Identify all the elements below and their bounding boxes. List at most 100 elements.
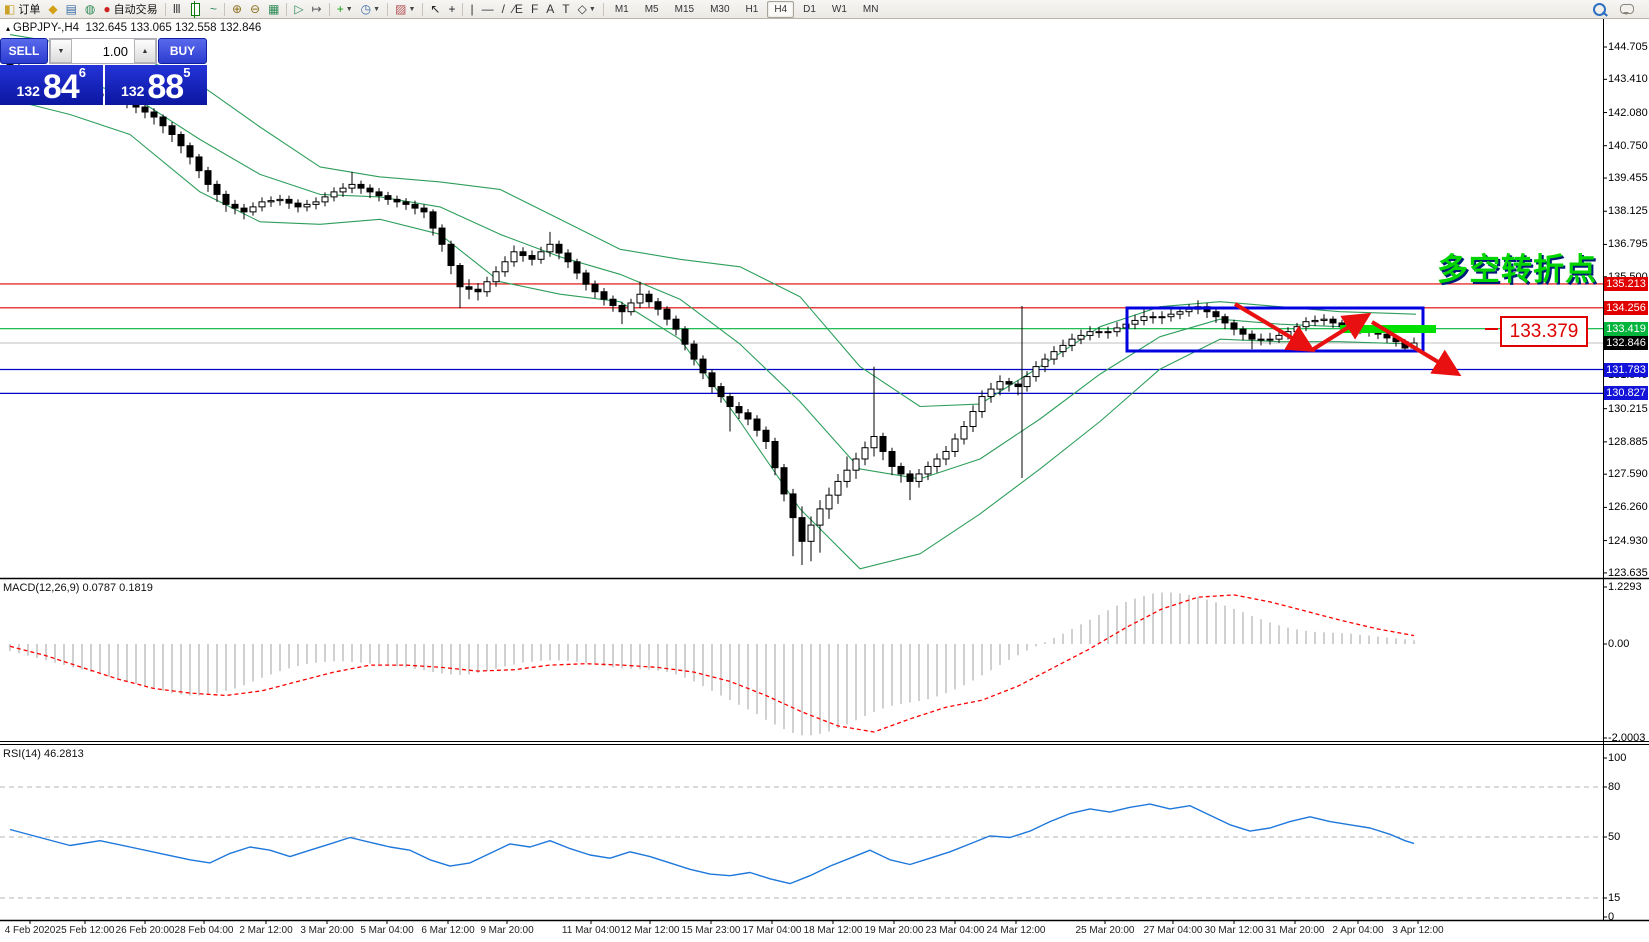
channel-icon[interactable]: ∕E <box>509 1 527 17</box>
horizontal-line-icon: — <box>481 2 494 16</box>
time-axis-label: 11 Mar 04:00 <box>561 925 621 936</box>
toolbar-separator <box>164 2 166 16</box>
candle-body <box>996 381 1004 390</box>
trend-arrow-1[interactable] <box>1233 302 1316 353</box>
cursor-icon[interactable]: ↖ <box>426 1 444 17</box>
zoom-out-icon[interactable]: ⊖ <box>246 1 264 17</box>
candle-body <box>456 265 464 288</box>
price-axis-label: 123.635 <box>1608 566 1648 579</box>
period-clock-icon[interactable]: ◷ ▼ <box>357 1 384 17</box>
trend-arrows <box>1233 302 1462 377</box>
line-chart-icon[interactable]: ~ <box>206 1 221 17</box>
green-highlight-bar[interactable] <box>1340 325 1436 333</box>
candle-body <box>618 304 626 313</box>
macd-histogram <box>9 592 1415 736</box>
terminal-icon[interactable]: ▤ <box>62 1 81 17</box>
candle-body <box>393 198 401 203</box>
price-level-lines <box>0 283 1603 394</box>
price-axis-label: 128.885 <box>1608 435 1648 448</box>
price-axis-label: 124.930 <box>1608 534 1648 547</box>
time-axis-label: 25 Mar 20:00 <box>1075 925 1135 936</box>
dropdown-caret-icon: ▼ <box>588 5 596 13</box>
timeframe-button-w1[interactable]: W1 <box>831 3 847 15</box>
zoom-in-icon[interactable]: ⊕ <box>228 1 246 17</box>
candle-body <box>168 125 176 135</box>
candle-body <box>420 207 428 213</box>
timeframe-button-h4[interactable]: H4 <box>767 0 795 18</box>
candle-body <box>1059 344 1067 353</box>
buy-price-pip: 5 <box>183 65 191 80</box>
candlestick-chart-icon[interactable] <box>185 0 206 18</box>
label-icon: T <box>562 2 570 16</box>
buy-price-tile[interactable]: 132 88 5 <box>104 65 207 106</box>
bar-chart-icon[interactable]: Ⅲ <box>169 1 185 17</box>
volume-input[interactable] <box>72 39 134 63</box>
volume-decrease-button[interactable]: ▼ <box>50 39 72 63</box>
candle-body <box>933 458 941 467</box>
sell-button[interactable]: SELL <box>0 38 48 64</box>
trendline-icon[interactable]: / <box>498 1 509 17</box>
timeframe-button-m1[interactable]: M1 <box>614 3 629 15</box>
trend-arrow-2[interactable] <box>1310 312 1372 352</box>
shapes-icon[interactable]: ◇ ▼ <box>574 1 600 17</box>
tile-windows-icon[interactable]: ▦ <box>264 1 283 17</box>
timeframe-button-m30[interactable]: M30 <box>710 3 730 15</box>
time-axis-label: 15 Mar 23:00 <box>681 925 741 936</box>
add-indicator-icon[interactable]: + ▼ <box>333 1 357 17</box>
fibonacci-icon[interactable]: F <box>527 1 542 17</box>
label-icon[interactable]: T <box>558 1 573 17</box>
crosshair-icon[interactable]: + <box>444 1 459 17</box>
price-callout-label[interactable]: 133.379 <box>1500 316 1588 347</box>
text-icon: A <box>546 2 555 16</box>
new-order-button-label: 订单 <box>18 4 41 16</box>
market-watch-icon[interactable]: ◆ <box>44 1 61 17</box>
candle-body <box>267 200 275 203</box>
candle-body <box>906 473 914 482</box>
candle-body <box>960 426 968 440</box>
time-axis-label: 27 Mar 04:00 <box>1143 925 1203 936</box>
new-order-button[interactable]: ◧ 订单 <box>0 1 44 17</box>
auto-scroll-icon[interactable]: ▷ <box>290 1 307 17</box>
timeframe-button-mn[interactable]: MN <box>862 3 879 15</box>
timeframe-button-m5[interactable]: M5 <box>644 3 659 15</box>
turning-point-annotation[interactable]: 多空转折点 <box>1437 252 1597 287</box>
chat-icon[interactable] <box>1613 1 1641 17</box>
buy-button[interactable]: BUY <box>158 38 207 64</box>
candle-body <box>726 396 734 408</box>
time-axis-label: 28 Feb 04:00 <box>174 925 234 936</box>
candle-body <box>636 293 644 304</box>
timeframe-button-d1[interactable]: D1 <box>803 3 816 15</box>
template-chart-icon[interactable]: ▨ ▼ <box>391 1 419 17</box>
candle-body <box>141 106 149 113</box>
candle-body <box>870 436 878 449</box>
timeframe-button-h1[interactable]: H1 <box>745 3 759 15</box>
candle-body <box>1005 381 1013 385</box>
candle-body <box>690 343 698 360</box>
buy-price-big: 88 <box>147 68 184 106</box>
candle-body <box>321 196 329 203</box>
candle-body <box>942 450 950 460</box>
autotrading-button[interactable]: ● 自动交易 <box>99 1 161 17</box>
candle-body <box>492 271 500 283</box>
candle-body <box>1257 338 1265 341</box>
candle-body <box>951 438 959 452</box>
timeframe-button-m15[interactable]: M15 <box>674 3 695 15</box>
candle-body <box>447 243 455 267</box>
broadcast-icon[interactable]: ◍ <box>81 1 99 17</box>
candle-body <box>888 450 896 467</box>
bollinger-upper-line <box>9 34 1417 408</box>
bollinger-lower-line <box>9 98 1417 570</box>
bar-chart-icon: Ⅲ <box>172 2 181 16</box>
text-icon[interactable]: A <box>542 1 558 17</box>
search-icon[interactable] <box>1586 1 1613 17</box>
dropdown-caret-icon: ▼ <box>373 5 381 13</box>
vertical-line-icon[interactable]: | <box>466 1 477 17</box>
chart-shift-icon[interactable]: ↦ <box>308 1 326 17</box>
trend-arrow-3[interactable] <box>1370 320 1462 377</box>
candle-body <box>780 467 788 495</box>
sell-price-tile[interactable]: 132 84 6 <box>0 65 103 105</box>
price-badge-135.213: 135.213 <box>1604 276 1648 291</box>
horizontal-line-icon[interactable]: — <box>478 1 498 17</box>
candle-body <box>1131 319 1139 325</box>
volume-increase-button[interactable]: ▲ <box>134 39 156 63</box>
